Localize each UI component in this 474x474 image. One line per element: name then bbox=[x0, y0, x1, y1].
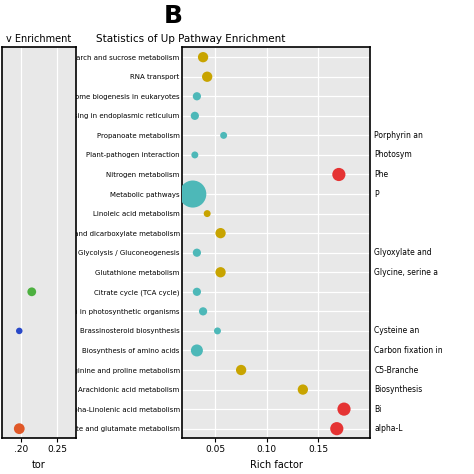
X-axis label: Rich factor: Rich factor bbox=[250, 460, 302, 470]
Text: Bi: Bi bbox=[374, 405, 382, 414]
Point bbox=[214, 327, 221, 335]
Point bbox=[335, 171, 343, 178]
Text: C5-Branche: C5-Branche bbox=[374, 365, 419, 374]
Text: Photosym: Photosym bbox=[374, 150, 412, 159]
Text: Biosynthesis: Biosynthesis bbox=[374, 385, 423, 394]
Text: Statistics of Up Pathway Enrichment: Statistics of Up Pathway Enrichment bbox=[96, 34, 285, 44]
Point bbox=[203, 73, 211, 81]
Text: alpha-L: alpha-L bbox=[374, 424, 403, 433]
Point bbox=[340, 405, 348, 413]
Point bbox=[217, 268, 224, 276]
Point bbox=[193, 92, 201, 100]
Text: Glycine, serine a: Glycine, serine a bbox=[374, 268, 438, 277]
Point bbox=[189, 190, 197, 198]
Point bbox=[299, 386, 307, 393]
Point bbox=[28, 288, 36, 296]
Point bbox=[199, 308, 207, 315]
Point bbox=[191, 112, 199, 119]
Point bbox=[191, 151, 199, 159]
Text: B: B bbox=[164, 4, 182, 28]
Point bbox=[333, 425, 341, 432]
Text: Phe: Phe bbox=[374, 170, 389, 179]
Point bbox=[193, 249, 201, 256]
Point bbox=[237, 366, 245, 374]
Point bbox=[16, 425, 23, 432]
Point bbox=[217, 229, 224, 237]
Text: Cysteine an: Cysteine an bbox=[374, 327, 419, 336]
Text: Carbon fixation in: Carbon fixation in bbox=[374, 346, 443, 355]
Point bbox=[199, 54, 207, 61]
Point bbox=[16, 327, 23, 335]
Title: v Enrichment: v Enrichment bbox=[7, 34, 72, 44]
Point bbox=[193, 346, 201, 354]
Text: Glyoxylate and: Glyoxylate and bbox=[374, 248, 432, 257]
X-axis label: tor: tor bbox=[32, 460, 46, 470]
Text: P: P bbox=[374, 190, 379, 199]
Point bbox=[203, 210, 211, 218]
Point bbox=[220, 132, 228, 139]
Text: Porphyrin an: Porphyrin an bbox=[374, 131, 423, 140]
Point bbox=[193, 288, 201, 296]
